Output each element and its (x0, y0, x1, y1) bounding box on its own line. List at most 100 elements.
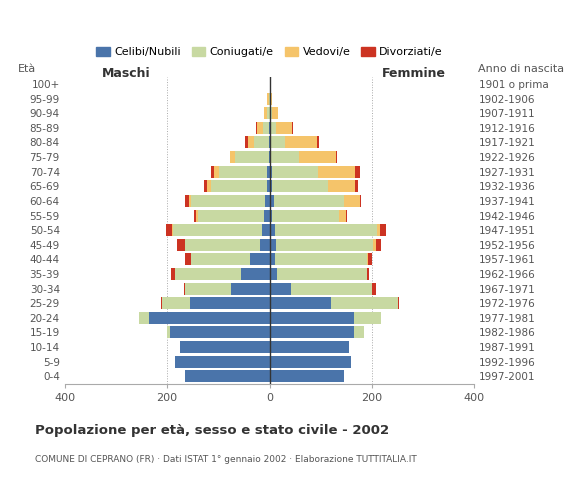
Bar (277, 268, 367, 280)
Legend: Celibi/Nubili, Coniugati/e, Vedovi/e, Divorziati/e: Celibi/Nubili, Coniugati/e, Vedovi/e, Di… (92, 42, 447, 62)
Bar (139, 312, 149, 324)
Bar (270, 224, 275, 236)
Bar (171, 268, 175, 280)
Bar (258, 122, 263, 134)
Bar (377, 224, 380, 236)
Text: COMUNE DI CEPRANO (FR) · Dati ISTAT 1° gennaio 2002 · Elaborazione TUTTITALIA.IT: COMUNE DI CEPRANO (FR) · Dati ISTAT 1° g… (35, 455, 416, 464)
Bar (270, 166, 271, 178)
Bar (318, 166, 354, 178)
Bar (373, 239, 375, 251)
Bar (285, 136, 317, 148)
Bar (260, 239, 270, 251)
Bar (175, 356, 270, 368)
Bar (292, 122, 293, 134)
Bar (270, 180, 272, 192)
Bar (262, 224, 270, 236)
Bar (274, 195, 345, 207)
Bar (270, 341, 349, 353)
Bar (397, 297, 398, 309)
Bar (250, 253, 270, 265)
Bar (355, 180, 358, 192)
Bar (184, 239, 260, 251)
Bar (346, 210, 347, 221)
Bar (331, 297, 397, 309)
Bar (317, 136, 319, 148)
Bar (196, 210, 198, 221)
Bar (354, 326, 364, 338)
Bar (270, 356, 351, 368)
Bar (190, 297, 270, 309)
Bar (211, 180, 267, 192)
Text: Maschi: Maschi (102, 67, 150, 80)
Bar (339, 210, 346, 221)
Bar (380, 224, 386, 236)
Bar (219, 166, 267, 178)
Bar (372, 283, 376, 295)
Bar (354, 166, 360, 178)
Bar (270, 136, 271, 148)
Bar (248, 136, 254, 148)
Bar (230, 151, 235, 163)
Bar (272, 107, 278, 119)
Bar (271, 136, 285, 148)
Bar (270, 239, 275, 251)
Bar (184, 195, 188, 207)
Bar (241, 268, 270, 280)
Bar (269, 136, 270, 148)
Bar (267, 166, 270, 178)
Bar (267, 180, 270, 192)
Bar (161, 297, 162, 309)
Bar (184, 283, 185, 295)
Bar (270, 268, 277, 280)
Bar (299, 151, 336, 163)
Bar (270, 297, 331, 309)
Bar (149, 312, 270, 324)
Bar (188, 195, 191, 207)
Bar (267, 107, 270, 119)
Bar (269, 122, 270, 134)
Bar (211, 166, 214, 178)
Bar (180, 341, 270, 353)
Bar (270, 93, 271, 105)
Bar (166, 224, 172, 236)
Bar (360, 195, 361, 207)
Bar (271, 122, 276, 134)
Bar (276, 122, 292, 134)
Bar (204, 180, 206, 192)
Bar (275, 253, 367, 265)
Bar (270, 107, 272, 119)
Bar (214, 166, 219, 178)
Bar (231, 283, 270, 295)
Bar (354, 312, 380, 324)
Bar (254, 136, 269, 148)
Bar (266, 195, 270, 207)
Bar (173, 224, 262, 236)
Bar (367, 268, 369, 280)
Bar (276, 239, 373, 251)
Bar (245, 136, 248, 148)
Bar (328, 180, 355, 192)
Bar (170, 326, 270, 338)
Bar (270, 370, 344, 382)
Bar (291, 283, 372, 295)
Bar (270, 122, 271, 134)
Bar (368, 253, 372, 265)
Bar (269, 151, 270, 163)
Bar (270, 195, 274, 207)
Bar (191, 195, 266, 207)
Bar (194, 210, 196, 221)
Bar (345, 195, 360, 207)
Bar (198, 210, 264, 221)
Bar (375, 239, 380, 251)
Bar (271, 166, 318, 178)
Bar (270, 283, 291, 295)
Bar (269, 93, 270, 105)
Bar (272, 210, 339, 221)
Bar (275, 224, 377, 236)
Bar (177, 239, 184, 251)
Bar (206, 180, 211, 192)
Text: Femmine: Femmine (382, 67, 446, 80)
Text: Età: Età (18, 64, 36, 73)
Bar (175, 268, 241, 280)
Bar (185, 370, 270, 382)
